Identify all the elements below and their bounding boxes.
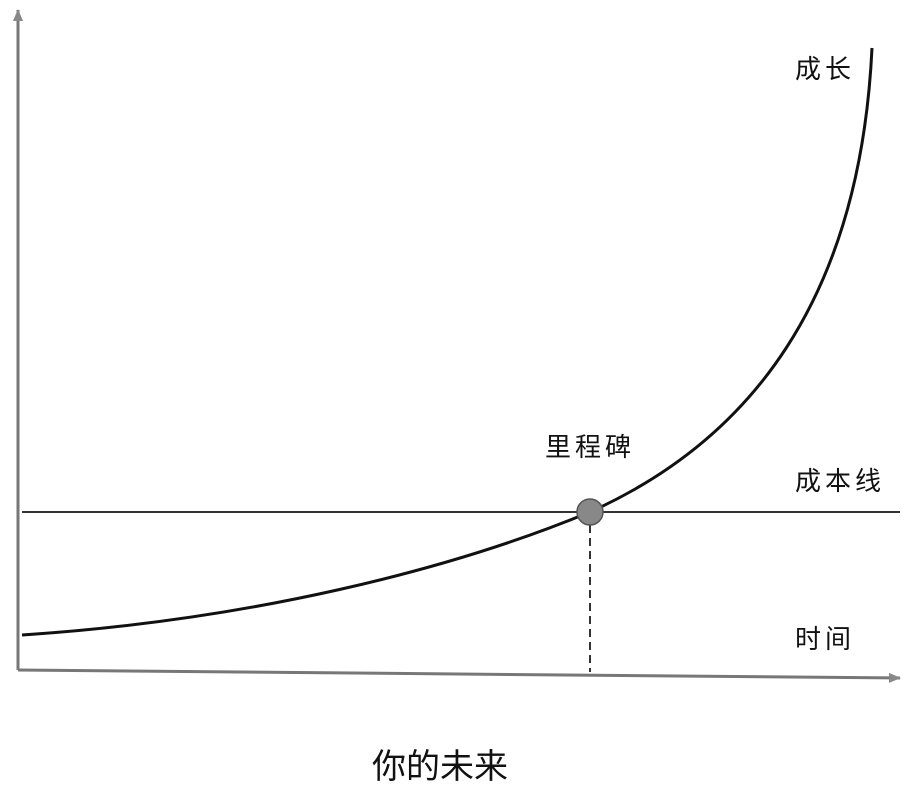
cost-line-label: 成本线 <box>795 467 885 497</box>
milestone-label: 里程碑 <box>545 433 635 463</box>
x-axis <box>17 668 901 683</box>
caption: 你的未来 <box>372 747 508 787</box>
milestone-point <box>576 498 604 526</box>
time-label: 时间 <box>795 625 855 655</box>
growth-curve <box>21 47 874 637</box>
growth-label: 成长 <box>795 55 855 85</box>
